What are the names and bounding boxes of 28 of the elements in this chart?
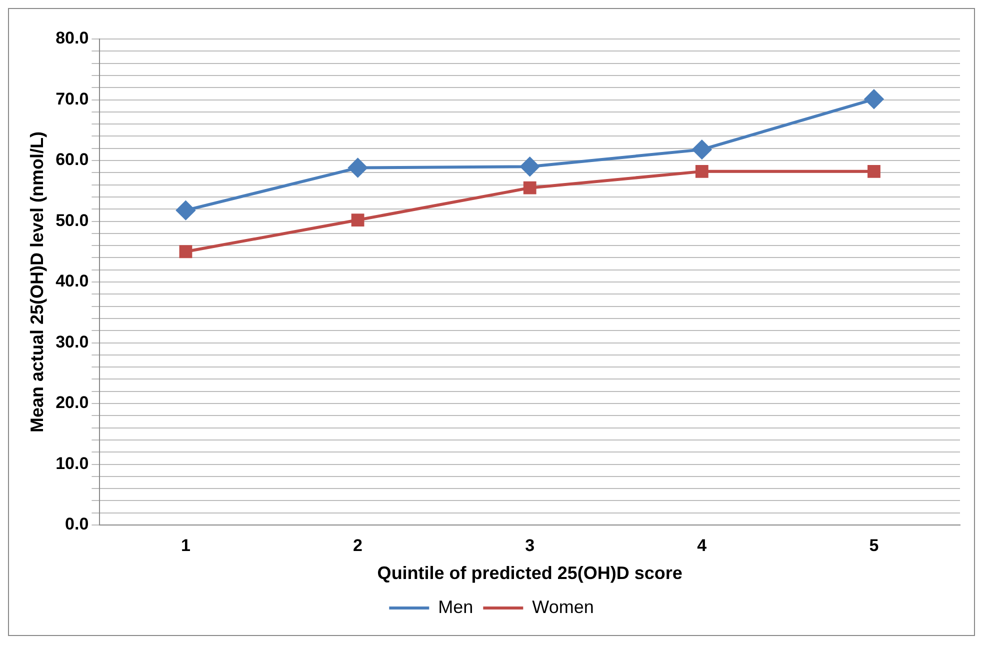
point bbox=[523, 181, 536, 194]
point bbox=[520, 157, 540, 176]
legend-label: Women bbox=[532, 596, 594, 617]
y-tick-label: 30.0 bbox=[56, 332, 89, 352]
x-tick-label: 5 bbox=[869, 536, 879, 555]
y-tick-label: 40.0 bbox=[56, 272, 89, 291]
point bbox=[692, 140, 712, 160]
y-tick-label: 20.0 bbox=[56, 393, 89, 412]
point bbox=[351, 214, 364, 226]
point bbox=[695, 164, 708, 178]
x-tick-label: 4 bbox=[697, 536, 708, 555]
y-tick-label: 80.0 bbox=[56, 28, 89, 48]
y-tick-label: 10.0 bbox=[56, 454, 89, 473]
legend-label: Men bbox=[438, 596, 474, 617]
point bbox=[348, 158, 368, 178]
y-tick-label: 50.0 bbox=[56, 210, 89, 230]
x-tick-label: 3 bbox=[525, 536, 535, 555]
y-tick-label: 60.0 bbox=[56, 150, 89, 170]
point bbox=[868, 164, 880, 178]
x-tick-label: 2 bbox=[353, 536, 363, 555]
x-tick-label: 1 bbox=[180, 536, 190, 555]
x-axis-title: Quintile of predicted 25(OH)D score bbox=[377, 563, 682, 584]
point bbox=[864, 90, 884, 109]
y-axis-title: Mean actual 25(OH)D level (nmol/L) bbox=[26, 131, 47, 433]
y-tick-label: 0.0 bbox=[65, 514, 89, 534]
point bbox=[176, 200, 196, 220]
y-tick-label: 70.0 bbox=[56, 89, 89, 108]
point bbox=[179, 245, 192, 258]
